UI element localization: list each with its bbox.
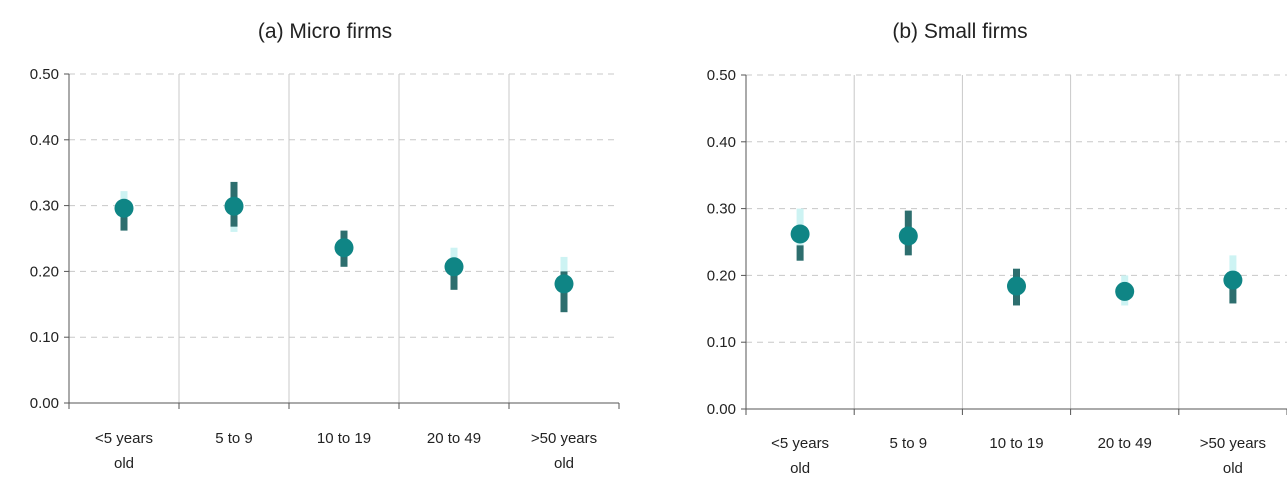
x-category-label: 20 to 49 xyxy=(427,430,481,447)
chart-title: (b) Small firms xyxy=(892,20,1028,43)
y-tick-label: 0.30 xyxy=(30,198,59,215)
x-category-label: old xyxy=(554,455,574,472)
data-point xyxy=(1007,276,1026,296)
chart-title: (a) Micro firms xyxy=(257,20,393,43)
data-point xyxy=(1115,281,1135,301)
y-tick-label: 0.10 xyxy=(30,329,59,346)
x-category-label: <5 years xyxy=(771,435,829,452)
chart-plot-micro: 0.00 0.10 0.20 0.30 0.40 0.50 <5 years old 5 to … xyxy=(30,66,620,472)
x-category-label: 10 to 19 xyxy=(989,435,1043,452)
y-tick-label: 0.00 xyxy=(707,401,736,418)
y-tick-label: 0.10 xyxy=(707,334,736,351)
data-point xyxy=(790,224,810,244)
chart-panel-small: (b) Small firms 0.00 0.10 0.20 0.30 0.40 0.50… xyxy=(650,0,1287,477)
x-category-label: 10 to 19 xyxy=(317,430,371,447)
data-point xyxy=(224,196,244,216)
data-point xyxy=(898,226,918,246)
y-tick-label: 0.50 xyxy=(30,66,59,83)
y-tick-label: 0.20 xyxy=(30,263,59,280)
x-category-label: old xyxy=(790,460,810,477)
error-bar-dark xyxy=(796,245,804,261)
y-tick-label: 0.20 xyxy=(707,267,736,284)
y-tick-label: 0.40 xyxy=(707,134,736,151)
data-point xyxy=(1223,270,1243,290)
x-category-label: >50 years xyxy=(1200,435,1266,452)
y-tick-label: 0.40 xyxy=(30,132,59,149)
error-bar-dark xyxy=(120,205,128,231)
x-category-label: 5 to 9 xyxy=(890,435,928,452)
x-category-label: old xyxy=(1223,460,1243,477)
chart-panel-micro: (a) Micro firms 0.00 0.10 0.20 0.30 0.40 0.50… xyxy=(0,0,640,477)
x-category-label: >50 years xyxy=(531,430,597,447)
data-point xyxy=(114,198,134,218)
data-point xyxy=(444,257,464,277)
x-category-label: old xyxy=(114,455,134,472)
data-point xyxy=(334,238,354,258)
y-tick-label: 0.00 xyxy=(30,395,59,412)
y-tick-label: 0.50 xyxy=(707,67,736,84)
x-category-label: 20 to 49 xyxy=(1098,435,1152,452)
x-category-label: <5 years xyxy=(95,430,153,447)
data-point xyxy=(554,274,574,294)
x-category-label: 5 to 9 xyxy=(215,430,253,447)
y-tick-label: 0.30 xyxy=(707,201,736,218)
chart-plot-small: 0.00 0.10 0.20 0.30 0.40 0.50 <5 years old 5 to … xyxy=(707,67,1287,477)
